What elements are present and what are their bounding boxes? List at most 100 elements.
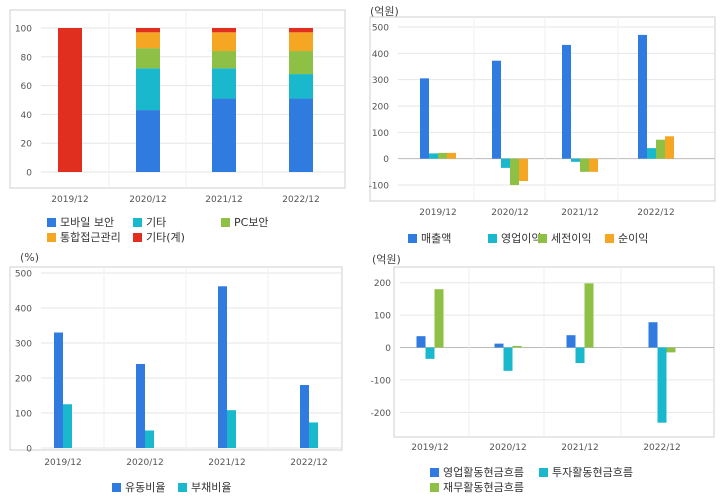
legend-item: 기타 <box>133 214 166 230</box>
y-tick-label: 300 <box>15 340 32 350</box>
bar-유동비율-2019/12 <box>54 332 63 448</box>
bar-PC보안-2020/12 <box>136 48 160 69</box>
x-tick-label: 2022/12 <box>637 208 674 218</box>
y-tick-label: 100 <box>15 25 32 35</box>
composition-chart: 0 20 40 60 80 100 2019/12 2020/12 2021/12 2022/12 <box>9 9 346 205</box>
earnings-chart-panel: (억원) -100 0 100 200 300 400 500 2019/12 2020/12 2… <box>362 0 720 245</box>
legend-item: PC보안 <box>221 214 269 230</box>
bar-영업이익-2019/12 <box>429 153 438 159</box>
bar-순이익-2019/12 <box>447 152 456 159</box>
legend-item: 순이익 <box>605 230 648 246</box>
legend-swatch <box>408 233 417 243</box>
y-tick-label: 100 <box>372 129 389 139</box>
bar-영업활동현금흐름-2022/12 <box>648 322 658 348</box>
bar-순이익-2022/12 <box>665 136 674 159</box>
bar-부채비율-2021/12 <box>227 410 236 448</box>
x-tick-label: 2021/12 <box>561 443 598 453</box>
y-tick-label: 300 <box>372 76 389 86</box>
bar-기타(계)-2021/12 <box>212 28 236 33</box>
x-tick-label: 2020/12 <box>126 458 163 468</box>
legend-swatch <box>47 217 56 227</box>
x-tick-label: 2019/12 <box>419 208 456 218</box>
legend-swatch <box>221 217 230 227</box>
ratios-legend: 유동비율 부채비율 <box>0 475 355 495</box>
y-tick-label: -100 <box>369 182 390 192</box>
plot-frame <box>9 266 343 451</box>
legend-item: 유동비율 <box>112 479 165 495</box>
legend-item: 재무활동현금흐름 <box>430 479 524 495</box>
x-tick-label: 2022/12 <box>290 458 327 468</box>
bar-세전이익-2022/12 <box>656 139 665 159</box>
bar-영업활동현금흐름-2020/12 <box>494 343 504 348</box>
legend-swatch <box>133 232 142 242</box>
bar-부채비율-2020/12 <box>145 430 154 448</box>
legend-swatch <box>539 467 548 477</box>
legend-swatch <box>112 482 121 492</box>
ratios-chart: 0 100 200 300 400 500 2019/12 2020/12 2021/12 202… <box>9 266 343 468</box>
composition-chart-panel: 0 20 40 60 80 100 2019/12 2020/12 2021/12 2022/12… <box>0 0 355 245</box>
y-tick-label: 40 <box>21 111 33 121</box>
bar-기타-2021/12 <box>212 68 236 99</box>
bar-유동비율-2020/12 <box>136 364 145 448</box>
bar-순이익-2020/12 <box>519 158 528 182</box>
earnings-chart: -100 0 100 200 300 400 500 2019/12 2020/12 2021/1… <box>369 16 716 218</box>
y-tick-label: -200 <box>371 409 392 419</box>
bar-기타-2020/12 <box>136 68 160 111</box>
y-tick-label: 200 <box>15 375 32 385</box>
bar-영업활동현금흐름-2019/12 <box>416 336 426 348</box>
y-tick-label: 500 <box>372 24 389 34</box>
bar-재무활동현금흐름-2019/12 <box>434 289 444 348</box>
bar-통합접근관리-2021/12 <box>212 32 236 52</box>
x-tick-label: 2019/12 <box>51 195 88 205</box>
composition-legend: 모바일 보안 기타 PC보안 통합접근관리 기타(계) <box>0 210 355 244</box>
y-tick-label: 0 <box>385 344 391 354</box>
cashflow-chart-panel: (억원) -200 -100 0 100 200 2019/12 2020/12 2021/1… <box>362 250 720 496</box>
bar-유동비율-2022/12 <box>300 385 309 448</box>
bar-기타-2022/12 <box>289 74 313 99</box>
bar-매출액-2021/12 <box>562 44 571 159</box>
y-tick-label: 0 <box>26 169 32 179</box>
bar-기타(계)-2020/12 <box>136 28 160 33</box>
bar-재무활동현금흐름-2021/12 <box>584 283 594 348</box>
legend-label: 기타 <box>146 216 167 229</box>
legend-item: 통합접근관리 <box>47 229 121 245</box>
legend-label: PC보안 <box>234 216 269 229</box>
y-tick-label: 20 <box>21 140 33 150</box>
earnings-unit-label: (억원) <box>370 5 399 18</box>
bar-세전이익-2020/12 <box>510 158 519 185</box>
bar-순이익-2021/12 <box>589 158 598 172</box>
plot-frame <box>9 9 346 189</box>
legend-label: 모바일 보안 <box>60 216 115 229</box>
x-tick-label: 2020/12 <box>491 208 528 218</box>
y-tick-label: 200 <box>374 279 391 289</box>
bar-매출액-2022/12 <box>638 34 647 159</box>
legend-swatch <box>133 217 142 227</box>
x-tick-label: 2021/12 <box>208 458 245 468</box>
legend-label: 매출액 <box>421 232 452 245</box>
legend-item: 부채비율 <box>178 479 231 495</box>
x-tick-label: 2022/12 <box>643 443 680 453</box>
bar-투자활동현금흐름-2021/12 <box>575 347 585 364</box>
y-tick-label: 500 <box>15 270 32 280</box>
legend-label: 세전이익 <box>551 232 592 245</box>
x-tick-label: 2022/12 <box>282 195 319 205</box>
bar-매출액-2020/12 <box>492 60 501 159</box>
y-tick-label: 100 <box>374 312 391 322</box>
plot-frame <box>393 266 715 438</box>
bar-영업활동현금흐름-2021/12 <box>566 335 576 348</box>
legend-item: 영업이익 <box>488 230 541 246</box>
y-tick-label: 200 <box>372 103 389 113</box>
legend-item: 세전이익 <box>538 230 591 246</box>
x-tick-label: 2021/12 <box>205 195 242 205</box>
y-tick-label: 80 <box>21 53 33 63</box>
earnings-legend: 매출액 영업이익 세전이익 순이익 <box>362 226 720 246</box>
bar-영업이익-2022/12 <box>647 148 656 159</box>
legend-swatch <box>488 233 497 243</box>
legend-swatch <box>430 482 439 492</box>
legend-label: 순이익 <box>618 232 649 245</box>
bar-영업이익-2020/12 <box>501 158 510 168</box>
bar-세전이익-2019/12 <box>438 152 447 159</box>
bar-영업이익-2021/12 <box>571 158 580 162</box>
legend-swatch <box>605 233 614 243</box>
y-tick-label: 100 <box>15 410 32 420</box>
